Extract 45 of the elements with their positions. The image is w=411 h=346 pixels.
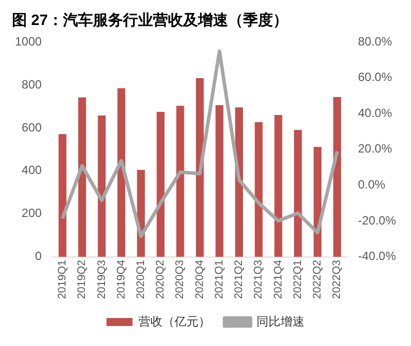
x-tick-label: 2020Q1 [135, 260, 148, 300]
bar [333, 97, 342, 257]
bar [117, 88, 126, 257]
y2-tick-label: -40.0% [358, 249, 396, 264]
y2-tick-label: 60.0% [358, 70, 392, 84]
y2-tick-label: -20.0% [358, 213, 396, 228]
x-tick-label: 2021Q4 [272, 260, 284, 300]
y-tick-label: 1000 [14, 34, 42, 48]
bar [274, 115, 282, 257]
y-tick-label: 600 [22, 120, 42, 134]
x-tick-label: 2022Q2 [312, 260, 324, 300]
chart-title: 图 27：汽车服务行业营收及增速（季度） [12, 11, 288, 30]
x-tick-label: 2021Q2 [233, 260, 246, 300]
y-tick-label: 200 [22, 206, 42, 220]
x-tick-label: 2019Q3 [96, 260, 108, 300]
bar [294, 130, 302, 257]
x-tick-label: 2022Q3 [331, 260, 344, 300]
y2-tick-label: 40.0% [358, 106, 392, 120]
y-tick-label: 0 [35, 249, 42, 264]
x-tick-label: 2019Q4 [115, 260, 128, 300]
y2-tick-label: 20.0% [358, 142, 392, 156]
bar [176, 106, 184, 257]
x-tick-label: 2020Q4 [194, 260, 206, 300]
bar [235, 107, 243, 257]
y2-tick-label: 0.0% [358, 178, 386, 192]
bar [98, 115, 106, 257]
bar [216, 105, 224, 257]
x-tick-label: 2021Q3 [252, 260, 265, 300]
legend-label: 营收（亿元） [138, 314, 210, 328]
x-tick-label: 2020Q2 [154, 260, 167, 300]
bar [156, 112, 165, 257]
bar [58, 134, 66, 257]
bar [254, 122, 263, 257]
bar [78, 97, 86, 257]
x-tick-label: 2019Q1 [56, 260, 69, 300]
bar [314, 146, 322, 257]
legend-label: 同比增速 [256, 314, 304, 328]
y-tick-label: 400 [22, 163, 42, 178]
x-tick-label: 2021Q1 [213, 260, 226, 300]
y-tick-label: 800 [22, 77, 42, 92]
x-tick-label: 2020Q3 [174, 260, 186, 300]
x-tick-label: 2019Q2 [76, 260, 88, 300]
y2-tick-label: 80.0% [358, 34, 392, 48]
x-tick-label: 2022Q1 [292, 260, 304, 300]
bar [196, 78, 204, 257]
